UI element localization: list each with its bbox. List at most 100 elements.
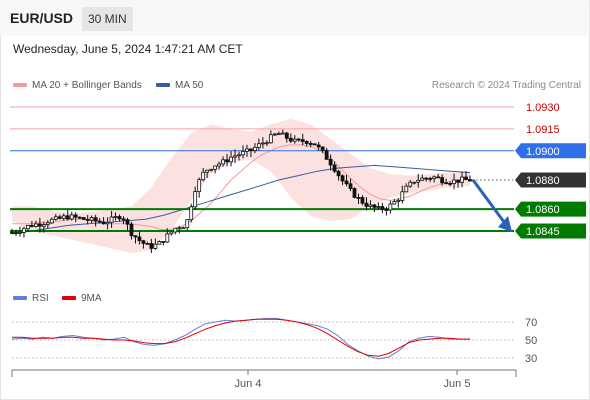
candle-down [464,176,468,180]
candle-down [81,217,86,220]
candle-down [380,206,385,210]
bollinger-swatch [13,83,27,88]
candle-up [177,227,182,230]
candle-down [300,139,305,142]
candle-up [264,142,269,145]
candle-up [245,148,249,152]
candle-up [217,163,221,167]
candle-up [26,224,30,230]
candle-up [221,159,225,165]
x-tick-label: Jun 4 [235,378,262,390]
candle-down [10,232,14,234]
legend-bollinger-label: MA 20 + Bollinger Bands [32,80,142,91]
legend-bollinger: MA 20 + Bollinger Bands [13,80,142,91]
candle-down [332,164,337,172]
candle-down [133,235,138,238]
rsi-ma-line [12,318,470,357]
candle-up [233,155,237,158]
candle-down [97,220,102,223]
candle-up [241,150,245,156]
candle-down [129,223,134,237]
candle-down [424,177,429,180]
candle-down [468,179,472,182]
candle-up [53,216,58,220]
candle-down [344,180,349,185]
candle-up [280,132,285,135]
candle-down [149,243,154,249]
candle-up [18,231,22,234]
candle-down [117,216,122,220]
forecast-arrow-head [498,216,512,232]
candle-down [336,170,341,177]
legend-rsi-ma-label: 9MA [81,293,102,304]
candle-up [105,221,110,225]
candle-down [101,221,106,225]
candle-up [400,191,405,201]
candle-down [308,143,313,145]
candle-down [296,138,301,141]
candle-down [340,175,345,182]
candle-up [368,204,373,207]
attribution: Research © 2024 Trading Central [431,80,581,91]
candle-down [356,197,361,199]
rsi-ma-swatch [62,296,76,301]
candle-up [113,216,118,218]
timeframe-button[interactable]: 30 MIN [82,7,133,31]
candle-up [213,165,218,170]
candle-down [121,218,126,221]
candle-up [181,227,186,230]
candle-up [61,215,66,219]
candle-up [189,206,194,221]
candle-down [30,224,34,227]
candle-up [165,233,170,243]
candle-down [428,177,433,180]
candle-up [420,177,425,181]
candle-up [45,222,50,225]
candle-down [37,223,42,227]
candle-up [276,133,281,136]
candle-up [205,169,210,173]
x-tick-label: Jun 5 [444,378,471,390]
bollinger-band [12,118,470,253]
candle-down [456,179,460,183]
candle-up [41,224,46,227]
candle-up [157,241,162,245]
candle-down [304,141,309,144]
candle-up [408,181,413,187]
candle-up [392,201,397,205]
candle-up [22,228,26,233]
candle-up [412,181,417,184]
candle-up [416,179,421,183]
candle-down [137,236,142,242]
candle-down [284,132,289,139]
chart-datetime: Wednesday, June 5, 2024 1:47:21 AM CET [13,42,243,56]
candle-down [125,219,130,225]
rsi-tick-70: 70 [525,317,537,329]
candle-down [65,215,70,220]
candle-up [404,185,409,193]
chart-header: EUR/USD 30 MIN [0,0,588,36]
candle-up [257,143,261,148]
candle-up [376,206,381,208]
candle-down [444,182,449,185]
candle-down [312,143,317,146]
candle-up [388,203,393,211]
candle-up [229,156,233,163]
candle-down [320,146,325,151]
candle-up [109,216,114,223]
candle-down [372,204,377,208]
candle-up [185,219,190,229]
candle-up [272,133,277,136]
candle-up [261,142,265,145]
rsi-swatch [13,296,27,301]
candle-up [452,179,456,184]
candle-down [360,197,365,204]
candle-up [201,171,206,181]
ma50-swatch [156,83,170,88]
legend-rsi-ma: 9MA [62,293,102,304]
level-label-1.0915: 1.0915 [526,124,560,136]
level-label-1.0900: 1.0900 [526,146,560,158]
candle-down [141,240,146,244]
candle-up [396,200,401,203]
legend-rsi-label: RSI [32,293,49,304]
